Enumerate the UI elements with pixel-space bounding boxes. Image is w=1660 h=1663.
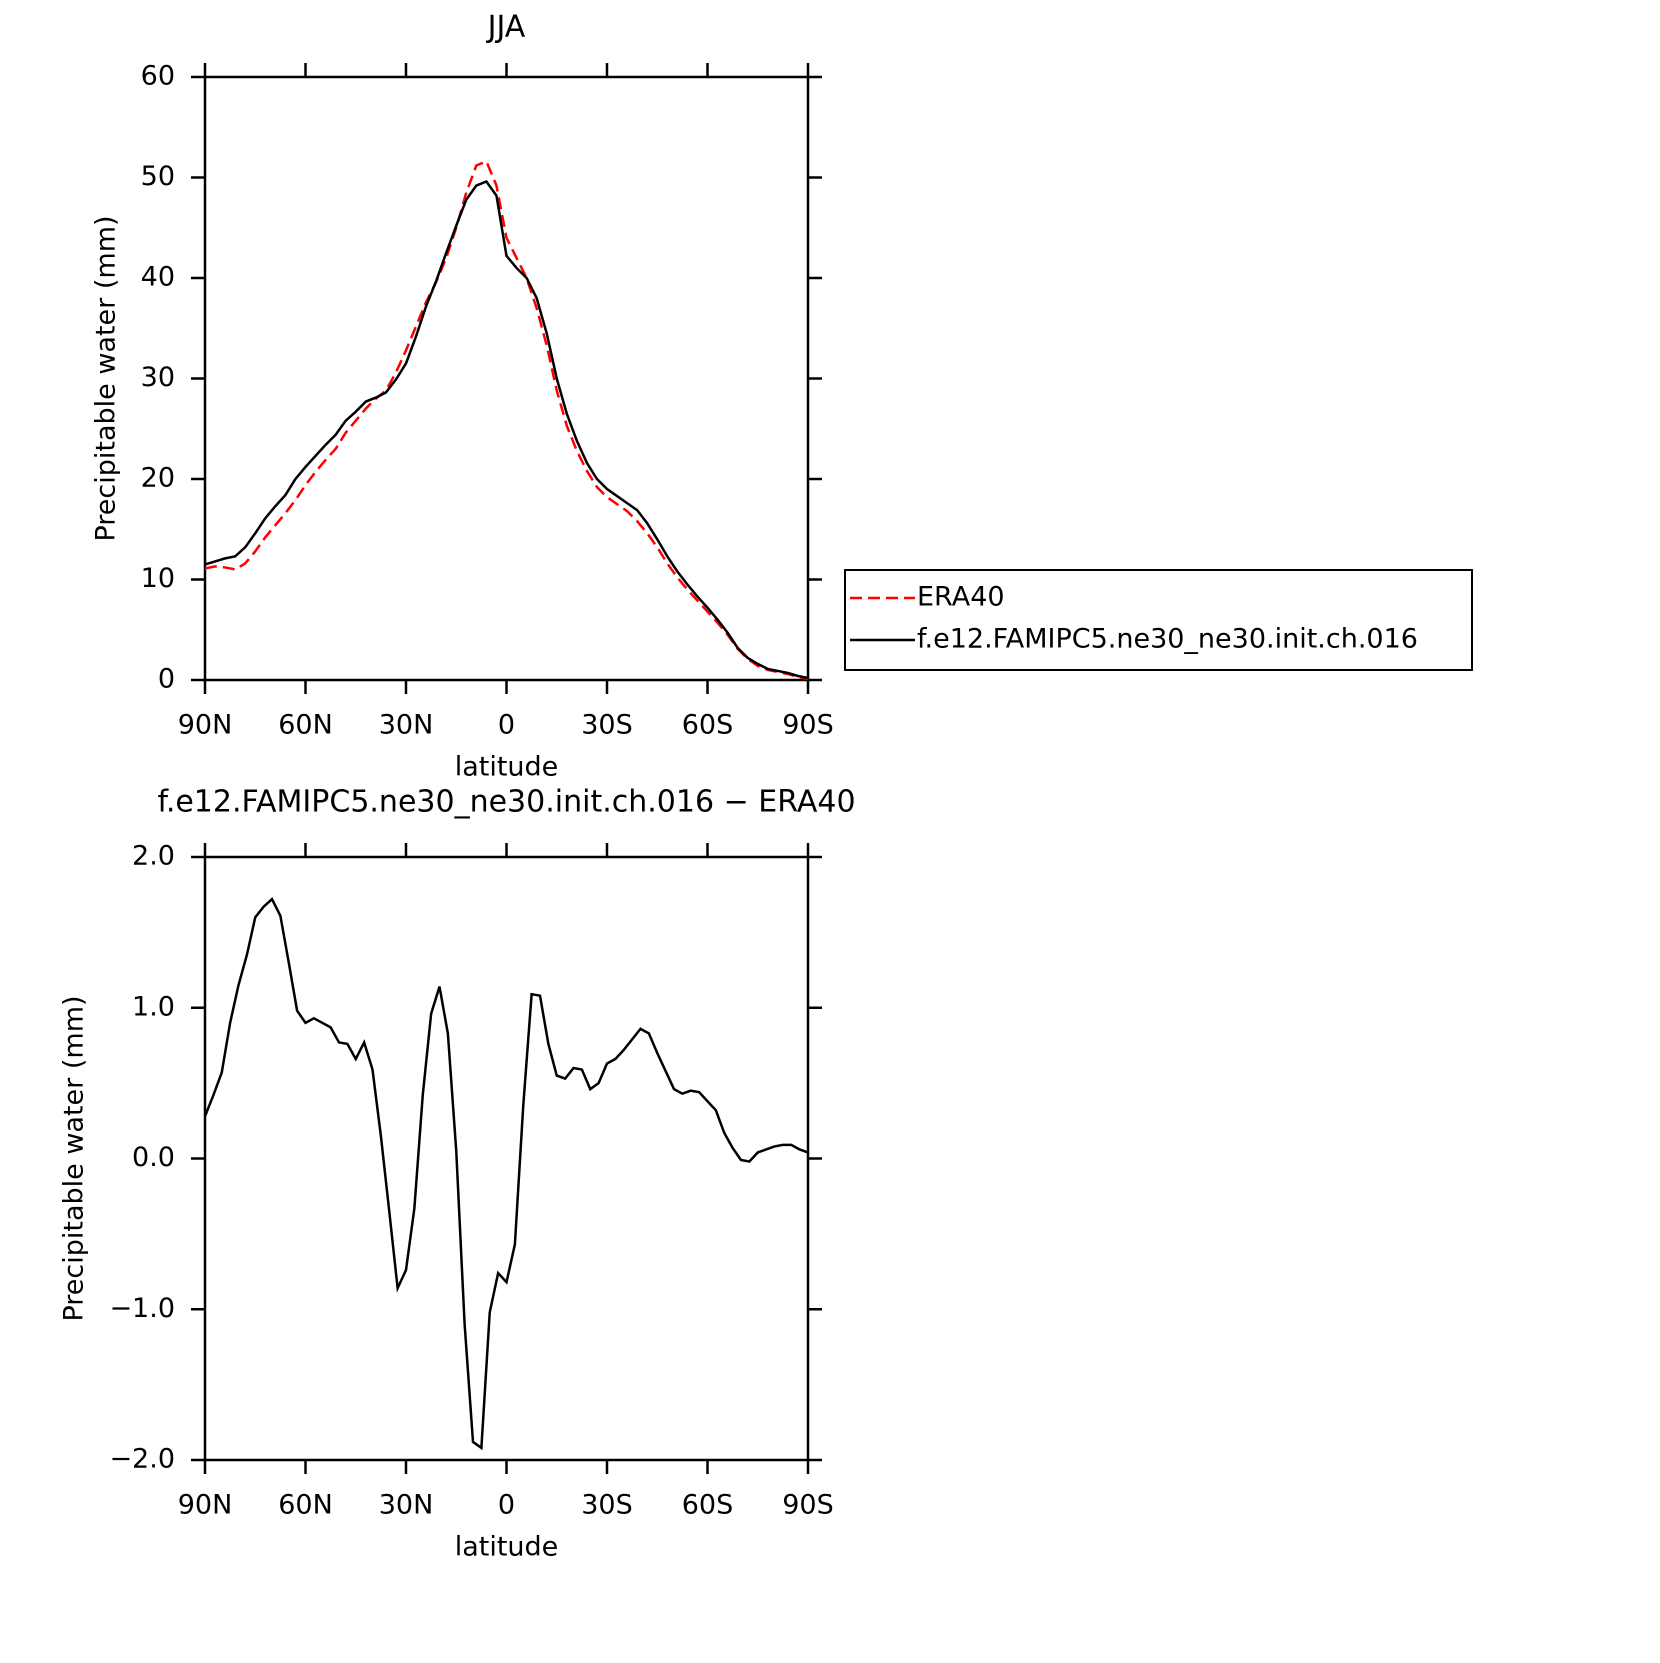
y-tick-label: 1.0 [132, 991, 175, 1022]
legend-label: ERA40 [917, 582, 1005, 613]
chart-title: JJA [486, 10, 526, 45]
legend-box [844, 569, 1473, 671]
data-line [204, 159, 809, 681]
y-axis-label: Precipitable water (mm) [59, 995, 90, 1321]
plot-frame [203, 855, 810, 1462]
x-axis-label: latitude [455, 752, 559, 783]
data-line [204, 179, 809, 680]
y-tick-label: −2.0 [109, 1444, 175, 1475]
y-tick-label: 50 [141, 161, 175, 192]
x-tick-label: 30N [379, 1490, 434, 1521]
y-tick-label: 60 [141, 61, 175, 92]
y-tick-label: 0 [158, 664, 175, 695]
x-tick-label: 60S [682, 1490, 734, 1521]
x-tick-label: 30S [581, 1490, 633, 1521]
x-tick-label: 90S [782, 710, 834, 741]
x-tick-label: 60N [278, 1490, 333, 1521]
x-tick-label: 30N [379, 710, 434, 741]
legend-label: f.e12.FAMIPC5.ne30_ne30.init.ch.016 [917, 624, 1418, 655]
plot-frame [203, 75, 810, 682]
y-tick-label: 0.0 [132, 1142, 175, 1173]
x-tick-label: 90N [178, 1490, 233, 1521]
y-tick-label: 40 [141, 262, 175, 293]
y-tick-label: 2.0 [132, 841, 175, 872]
x-tick-label: 30S [581, 710, 633, 741]
x-axis-label: latitude [455, 1532, 559, 1563]
data-line [203, 897, 809, 1451]
x-tick-label: 60N [278, 710, 333, 741]
y-axis-label: Precipitable water (mm) [91, 215, 122, 541]
x-tick-label: 90N [178, 710, 233, 741]
y-tick-label: 30 [141, 362, 175, 393]
x-tick-label: 90S [782, 1490, 834, 1521]
y-tick-label: −1.0 [109, 1293, 175, 1324]
chart-title: f.e12.FAMIPC5.ne30_ne30.init.ch.016 − ER… [157, 785, 855, 820]
x-tick-label: 0 [498, 1490, 515, 1521]
x-tick-label: 0 [498, 710, 515, 741]
y-tick-label: 20 [141, 463, 175, 494]
y-tick-label: 10 [141, 563, 175, 594]
x-tick-label: 60S [682, 710, 734, 741]
